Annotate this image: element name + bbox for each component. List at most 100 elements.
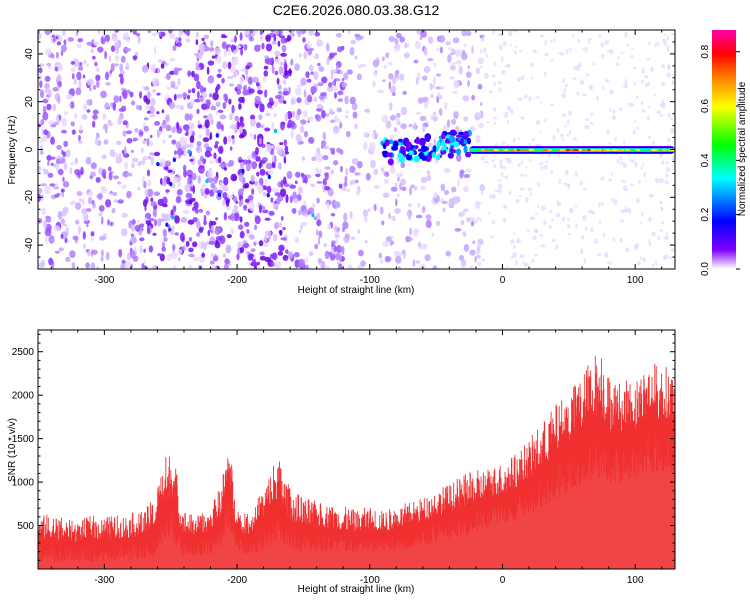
heatmap-cell bbox=[225, 244, 232, 254]
heatmap-cell bbox=[332, 160, 339, 166]
heatmap-cell bbox=[179, 105, 184, 111]
heatmap-cell bbox=[244, 198, 250, 203]
heatmap-cell bbox=[543, 219, 547, 226]
heatmap-cell bbox=[584, 226, 588, 232]
heatmap-cell bbox=[141, 147, 144, 154]
heatmap-cell bbox=[246, 162, 251, 172]
heatmap-cell bbox=[264, 217, 271, 221]
heatmap-cell bbox=[168, 33, 176, 39]
heatmap-cell bbox=[234, 127, 238, 134]
heatmap-cell bbox=[118, 107, 126, 112]
heatmap-cell bbox=[294, 259, 300, 269]
heatmap-cell bbox=[318, 66, 325, 72]
heatmap-cell bbox=[284, 183, 290, 188]
heatmap-cell bbox=[298, 209, 301, 216]
heatmap-cell bbox=[139, 91, 143, 99]
heatmap-cell bbox=[455, 60, 462, 65]
heatmap-cell bbox=[355, 179, 359, 184]
y-tick-label: -40 bbox=[24, 237, 35, 252]
heatmap-cell bbox=[383, 178, 389, 184]
heatmap-cell bbox=[427, 58, 434, 62]
heatmap-cell bbox=[479, 66, 483, 69]
heatmap-cell bbox=[552, 39, 556, 42]
heatmap-cell bbox=[230, 228, 235, 235]
heatmap-cell bbox=[177, 182, 181, 188]
heatmap-cell bbox=[249, 203, 255, 212]
heatmap-cell bbox=[447, 152, 454, 159]
heatmap-cell bbox=[435, 86, 442, 90]
heatmap-cell bbox=[149, 152, 156, 156]
heatmap-cell bbox=[206, 66, 210, 75]
heatmap-cell bbox=[171, 139, 177, 145]
heatmap-cell bbox=[258, 204, 262, 214]
heatmap-cell bbox=[556, 127, 560, 133]
y-tick-label: 2500 bbox=[12, 347, 35, 358]
heatmap-cell bbox=[612, 237, 616, 242]
heatmap-cell bbox=[388, 81, 392, 90]
heatmap-cell bbox=[492, 30, 495, 35]
heatmap-cell bbox=[245, 69, 249, 76]
heatmap-cell bbox=[251, 152, 255, 158]
heatmap-cell bbox=[147, 179, 152, 187]
heatmap-cell bbox=[198, 241, 205, 249]
heatmap-cell bbox=[173, 264, 176, 269]
heatmap-cell bbox=[497, 80, 502, 85]
heatmap-cell bbox=[297, 186, 303, 195]
heatmap-cell bbox=[315, 114, 322, 122]
heatmap-cell bbox=[502, 218, 506, 222]
heatmap-cell bbox=[93, 41, 99, 46]
heatmap-cell bbox=[238, 200, 242, 207]
heatmap-cell bbox=[156, 161, 160, 167]
heatmap-cell bbox=[85, 63, 90, 67]
heatmap-cell bbox=[644, 82, 649, 88]
heatmap-cell bbox=[277, 40, 281, 47]
heatmap-cell bbox=[598, 220, 602, 224]
heatmap-cell bbox=[421, 96, 428, 103]
heatmap-cell bbox=[209, 93, 213, 98]
heatmap-cell bbox=[327, 224, 332, 230]
heatmap-cell bbox=[384, 139, 390, 147]
heatmap-cell bbox=[326, 42, 330, 52]
heatmap-cell bbox=[629, 159, 635, 163]
heatmap-cell bbox=[60, 50, 64, 56]
heatmap-cell bbox=[395, 112, 401, 118]
heatmap-y-axis-label: Frequency (Hz) bbox=[7, 116, 18, 185]
heatmap-cell bbox=[415, 77, 419, 86]
y-tick-label: 500 bbox=[17, 521, 34, 532]
heatmap-cell bbox=[234, 115, 240, 122]
heatmap-cell bbox=[388, 212, 391, 219]
heatmap-cell bbox=[203, 242, 207, 251]
heatmap-cell bbox=[467, 65, 470, 69]
heatmap-cell bbox=[463, 145, 468, 154]
heatmap-cell bbox=[607, 261, 610, 264]
heatmap-cell bbox=[354, 33, 361, 38]
heatmap-cell bbox=[624, 78, 627, 85]
heatmap-cell bbox=[357, 249, 364, 257]
heatmap-cell bbox=[356, 190, 360, 197]
heatmap-cell bbox=[251, 188, 255, 195]
heatmap-cell bbox=[397, 266, 401, 269]
heatmap-cell bbox=[117, 181, 122, 185]
heatmap-cell bbox=[635, 126, 640, 130]
signal-peak bbox=[661, 148, 668, 152]
heatmap-cell bbox=[352, 111, 358, 119]
heatmap-cell bbox=[95, 67, 100, 72]
heatmap-cell bbox=[65, 149, 71, 158]
heatmap-cell bbox=[90, 231, 95, 237]
heatmap-cell bbox=[477, 57, 484, 65]
heatmap-cell bbox=[517, 163, 521, 168]
heatmap-cell bbox=[210, 253, 215, 258]
heatmap-cell bbox=[157, 198, 165, 206]
heatmap-cell bbox=[601, 53, 605, 59]
heatmap-cell bbox=[198, 208, 204, 213]
heatmap-cell bbox=[264, 127, 271, 132]
heatmap-cell bbox=[373, 168, 379, 176]
heatmap-cell bbox=[501, 70, 506, 75]
heatmap-cell bbox=[225, 204, 231, 210]
heatmap-cell bbox=[273, 34, 277, 42]
heatmap-cell bbox=[632, 129, 636, 135]
heatmap-cell bbox=[571, 34, 575, 37]
heatmap-cell bbox=[326, 57, 330, 66]
heatmap-cell bbox=[414, 40, 421, 50]
signal-peak bbox=[651, 148, 656, 152]
